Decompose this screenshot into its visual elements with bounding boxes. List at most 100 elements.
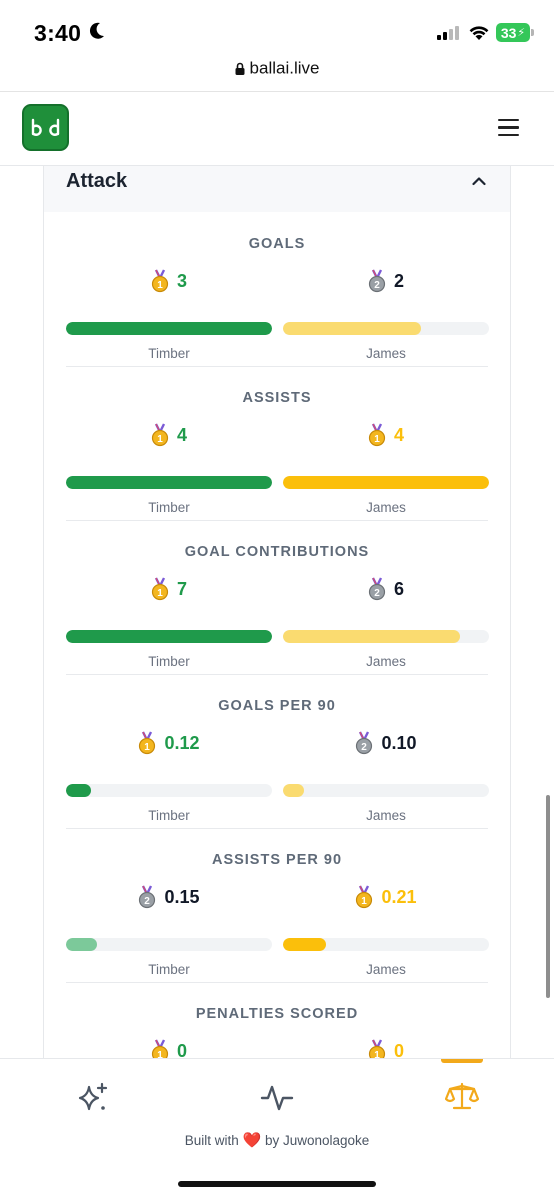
attack-panel-header[interactable]: Attack (44, 166, 510, 212)
stat-value-row: 1 7 (66, 574, 272, 604)
stat-bar-fill (283, 322, 422, 335)
gold-medal-icon: 1 (151, 269, 169, 293)
stat-value-row: 2 0.10 (283, 728, 489, 758)
gold-medal-icon: 1 (139, 731, 156, 755)
stat-bar-fill (66, 784, 91, 797)
stat-bar-track (283, 630, 489, 643)
player-name: Timber (148, 500, 190, 515)
credit-author[interactable]: by Juwonolagoke (264, 1133, 370, 1148)
stat-block: GOALS PER 90 1 0.12 Timber (44, 698, 510, 848)
stat-value: 0.15 (164, 886, 200, 907)
stat-bar-fill (66, 938, 97, 951)
stat-value: 2 (393, 270, 404, 291)
stat-bar-track (66, 476, 272, 489)
stat-divider (66, 982, 488, 983)
chevron-up-icon[interactable] (472, 176, 486, 186)
stat-value-row: 1 0 (283, 1036, 489, 1066)
stat-value: 7 (176, 578, 187, 599)
hamburger-menu-icon[interactable] (498, 119, 520, 137)
stat-value: 4 (176, 424, 187, 445)
stat-value: 4 (393, 424, 404, 445)
stat-title: GOAL CONTRIBUTIONS (184, 544, 370, 560)
stat-value-row: 1 0 (66, 1036, 272, 1066)
svg-text:1: 1 (374, 1050, 380, 1061)
gold-medal-icon: 1 (368, 1039, 386, 1063)
browser-url-bar[interactable]: ballai.live (0, 58, 554, 92)
stat-divider (66, 520, 488, 521)
stat-bar-fill (283, 630, 461, 643)
cellular-signal-icon (437, 26, 459, 40)
gold-medal-icon: 1 (151, 577, 169, 601)
stat-bar-track (283, 322, 489, 335)
app-header: bd (0, 92, 554, 166)
stat-bar-fill (283, 784, 304, 797)
bottom-nav: Built with ❤️ by Juwonolagoke (0, 1058, 554, 1199)
stat-left-player: 2 0.15 Timber (66, 882, 272, 977)
player-name: James (366, 654, 406, 669)
home-indicator (178, 1181, 376, 1187)
svg-text:1: 1 (157, 1050, 163, 1061)
footer-credit: Built with ❤️ by Juwonolagoke (0, 1131, 554, 1149)
stat-bar-fill (66, 630, 272, 643)
stat-title: PENALTIES SCORED (195, 1006, 359, 1022)
stat-bar-track (66, 938, 272, 951)
moon-icon (89, 22, 104, 39)
status-time: 3:40 (34, 20, 82, 46)
svg-text:2: 2 (374, 280, 380, 291)
stat-divider (66, 828, 488, 829)
stat-value-row: 2 0.15 (66, 882, 272, 912)
player-name: James (366, 962, 406, 977)
stat-bar-track (66, 630, 272, 643)
attack-panel: Attack GOALS 1 3 Timber (43, 166, 511, 1131)
stat-bar-track (283, 784, 489, 797)
stat-value-row: 1 0.12 (66, 728, 272, 758)
stat-value-row: 2 6 (283, 574, 489, 604)
stat-right-player: 2 0.10 James (283, 728, 489, 823)
battery-level: 33 (500, 24, 517, 41)
wifi-icon (469, 26, 489, 40)
silver-medal-icon: 2 (139, 885, 156, 909)
heart-icon: ❤️ (242, 1132, 262, 1149)
stat-title: ASSISTS PER 90 (211, 852, 343, 868)
stat-bar-fill (283, 476, 489, 489)
scrollbar[interactable] (546, 795, 550, 998)
stat-bar-track (283, 476, 489, 489)
section-title: Attack (66, 170, 128, 192)
stat-bar-fill (283, 938, 327, 951)
gold-medal-icon: 1 (368, 423, 386, 447)
status-bar: 3:40 33 ⚡ (0, 0, 554, 58)
credit-prefix: Built with (184, 1133, 239, 1148)
app-logo[interactable]: bd (22, 104, 69, 151)
svg-text:1: 1 (374, 434, 380, 445)
svg-text:2: 2 (362, 742, 368, 753)
stat-left-player: 1 7 Timber (66, 574, 272, 669)
stat-right-player: 2 6 James (283, 574, 489, 669)
stat-value: 0.21 (381, 886, 417, 907)
stat-block: ASSISTS PER 90 2 0.15 Timber (44, 852, 510, 1002)
stat-value: 0.10 (381, 732, 417, 753)
url-text: ballai.live (249, 58, 320, 78)
player-name: Timber (148, 808, 190, 823)
svg-text:2: 2 (145, 896, 151, 907)
stat-value-row: 1 4 (66, 420, 272, 450)
stat-value-row: 1 4 (283, 420, 489, 450)
lock-icon (235, 62, 245, 76)
stat-bar-track (66, 322, 272, 335)
svg-text:1: 1 (362, 896, 368, 907)
svg-text:1: 1 (157, 434, 163, 445)
stat-title: GOALS (248, 236, 306, 252)
stat-block: ASSISTS 1 4 Timber 1 (44, 390, 510, 540)
activity-icon[interactable] (260, 1083, 294, 1113)
player-name: Timber (148, 346, 190, 361)
stat-left-player: 1 4 Timber (66, 420, 272, 515)
player-name: James (366, 808, 406, 823)
battery-tip (531, 29, 534, 36)
stat-value: 0.12 (164, 732, 200, 753)
sparkles-icon[interactable] (76, 1081, 110, 1115)
stat-right-player: 1 0.21 James (283, 882, 489, 977)
gold-medal-icon: 1 (151, 423, 169, 447)
scale-icon[interactable] (445, 1081, 479, 1111)
svg-text:1: 1 (145, 742, 151, 753)
stat-divider (66, 366, 488, 367)
player-name: Timber (148, 962, 190, 977)
